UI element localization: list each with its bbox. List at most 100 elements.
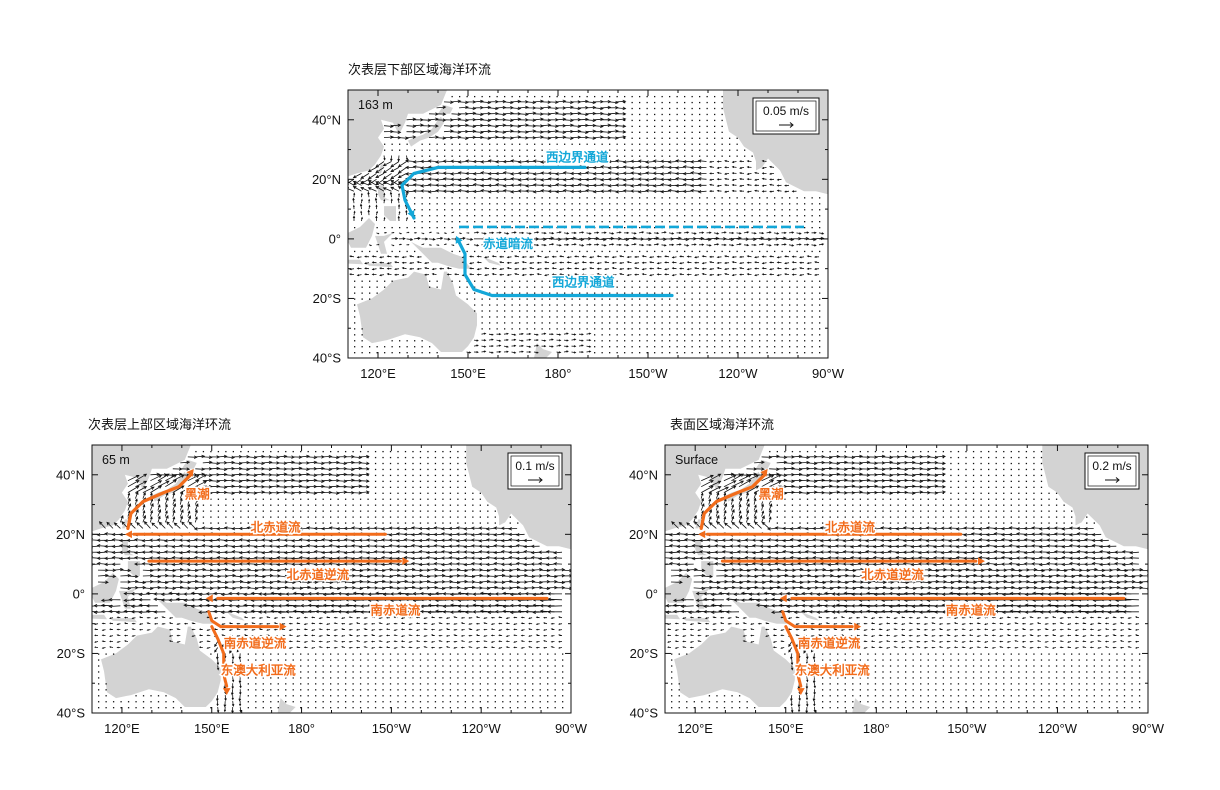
lon-tick-label: 90°W xyxy=(555,721,588,736)
kuroshio-path xyxy=(699,473,767,530)
land-japan2 xyxy=(181,459,197,469)
depth-label: Surface xyxy=(675,453,718,467)
current-label: 西边界通道 xyxy=(546,149,609,164)
map-area xyxy=(92,445,571,713)
arrowhead xyxy=(796,688,805,696)
land-borneo xyxy=(348,218,375,248)
arrowhead xyxy=(854,622,862,631)
lat-tick-label: 40°N xyxy=(56,467,85,482)
reference-vector-label: 0.05 m/s xyxy=(763,104,809,118)
reference-arrow-icon xyxy=(1105,477,1120,483)
lon-tick-label: 150°W xyxy=(372,721,412,736)
lon-tick-label: 180° xyxy=(863,721,890,736)
lat-tick-label: 40°S xyxy=(313,351,342,366)
reference-vector-box xyxy=(507,452,563,490)
land-australia xyxy=(674,626,795,707)
current-label: 赤道暗流 xyxy=(483,236,534,251)
land-png xyxy=(154,596,215,624)
current-label: 南赤道流 xyxy=(370,603,421,618)
land-smallis xyxy=(110,618,137,623)
lon-tick-label: 150°E xyxy=(194,721,230,736)
arrowhead xyxy=(760,468,768,477)
lon-tick-label: 150°W xyxy=(947,721,987,736)
land-taiwan xyxy=(121,519,128,529)
land-java xyxy=(348,259,363,265)
land-asia xyxy=(92,445,191,532)
current-label: 北赤道流 xyxy=(825,519,876,534)
current-label: 南赤道逆流 xyxy=(798,635,861,650)
reference-vector-label: 0.1 m/s xyxy=(515,459,554,473)
land-nz xyxy=(277,698,296,713)
land-sulawesi xyxy=(375,232,393,254)
lat-tick-label: 20°N xyxy=(312,172,341,187)
land-borneo xyxy=(92,573,119,603)
land-sulawesi xyxy=(118,587,137,609)
current-label: 西边界通道 xyxy=(552,275,615,290)
reference-vector-box xyxy=(1084,452,1140,490)
reference-vector-box xyxy=(752,97,820,135)
map-panel-lower-subsurface: 次表层下部区域海洋环流 120°E 150°E 180° 150°W 120°W 90°W 4… xyxy=(312,62,845,381)
lon-tick-label: 150°W xyxy=(628,366,668,381)
lon-tick-label: 120°E xyxy=(677,721,713,736)
current-label: 北赤道逆流 xyxy=(287,567,350,582)
land-japan2 xyxy=(755,459,771,469)
land-solomon xyxy=(800,611,819,621)
land-borneo xyxy=(665,573,693,603)
lon-tick-label: 120°W xyxy=(462,721,502,736)
arrowhead xyxy=(407,210,415,219)
eac-path xyxy=(210,625,229,688)
lat-tick-label: 40°N xyxy=(629,467,658,482)
land-nz xyxy=(852,698,871,713)
land-asia xyxy=(665,445,765,532)
arrowhead xyxy=(186,468,194,477)
arrowhead xyxy=(779,594,787,603)
land-solomon xyxy=(226,611,245,621)
lat-tick-label: 20°S xyxy=(313,291,342,306)
current-label: 黑潮 xyxy=(759,487,784,502)
arrowhead xyxy=(205,594,213,603)
lon-tick-label: 120°W xyxy=(718,366,758,381)
arrowhead xyxy=(698,530,706,539)
land-png xyxy=(411,241,471,269)
lat-tick-label: 40°S xyxy=(57,706,86,721)
depth-label: 65 m xyxy=(102,453,130,467)
map-panel-upper-subsurface: 次表层上部区域海洋环流 120°E 150°E 180° 150°W 120°W 90°W 4… xyxy=(56,417,588,736)
arrowhead xyxy=(402,557,410,565)
current-label: 东澳大利亚流 xyxy=(795,662,871,677)
western-boundary-path-north xyxy=(400,165,587,220)
current-label: 南赤道流 xyxy=(946,603,997,618)
current-label: 东澳大利亚流 xyxy=(221,662,297,677)
arrowhead xyxy=(222,688,231,696)
land-smallis xyxy=(366,263,393,268)
land-asia xyxy=(348,90,447,177)
secc-path xyxy=(207,610,280,629)
lat-tick-label: 20°S xyxy=(630,646,659,661)
lat-tick-label: 20°N xyxy=(56,527,85,542)
panel-title: 次表层上部区域海洋环流 xyxy=(88,417,231,433)
current-label: 南赤道逆流 xyxy=(224,635,287,650)
western-boundary-path-south xyxy=(457,240,674,298)
land-phil2 xyxy=(701,561,714,576)
lon-tick-label: 90°W xyxy=(1132,721,1165,736)
reference-arrow-icon xyxy=(779,122,794,128)
axis-ticks xyxy=(91,444,572,714)
land-phil2 xyxy=(384,206,396,221)
reference-vector-label: 0.2 m/s xyxy=(1092,459,1131,473)
land-java xyxy=(665,614,681,620)
lon-tick-label: 150°E xyxy=(450,366,486,381)
axis-ticks xyxy=(664,444,1149,714)
lon-tick-label: 180° xyxy=(545,366,572,381)
lat-tick-label: 0° xyxy=(646,586,658,601)
arrowhead xyxy=(124,530,132,539)
panel-title: 次表层下部区域海洋环流 xyxy=(348,62,491,78)
land-japan2 xyxy=(438,104,453,114)
secc-path xyxy=(781,610,854,629)
arrowhead xyxy=(279,622,287,631)
lon-tick-label: 90°W xyxy=(812,366,845,381)
land-png xyxy=(728,596,789,624)
land-nz xyxy=(534,343,552,358)
land-japan1 xyxy=(408,116,444,147)
